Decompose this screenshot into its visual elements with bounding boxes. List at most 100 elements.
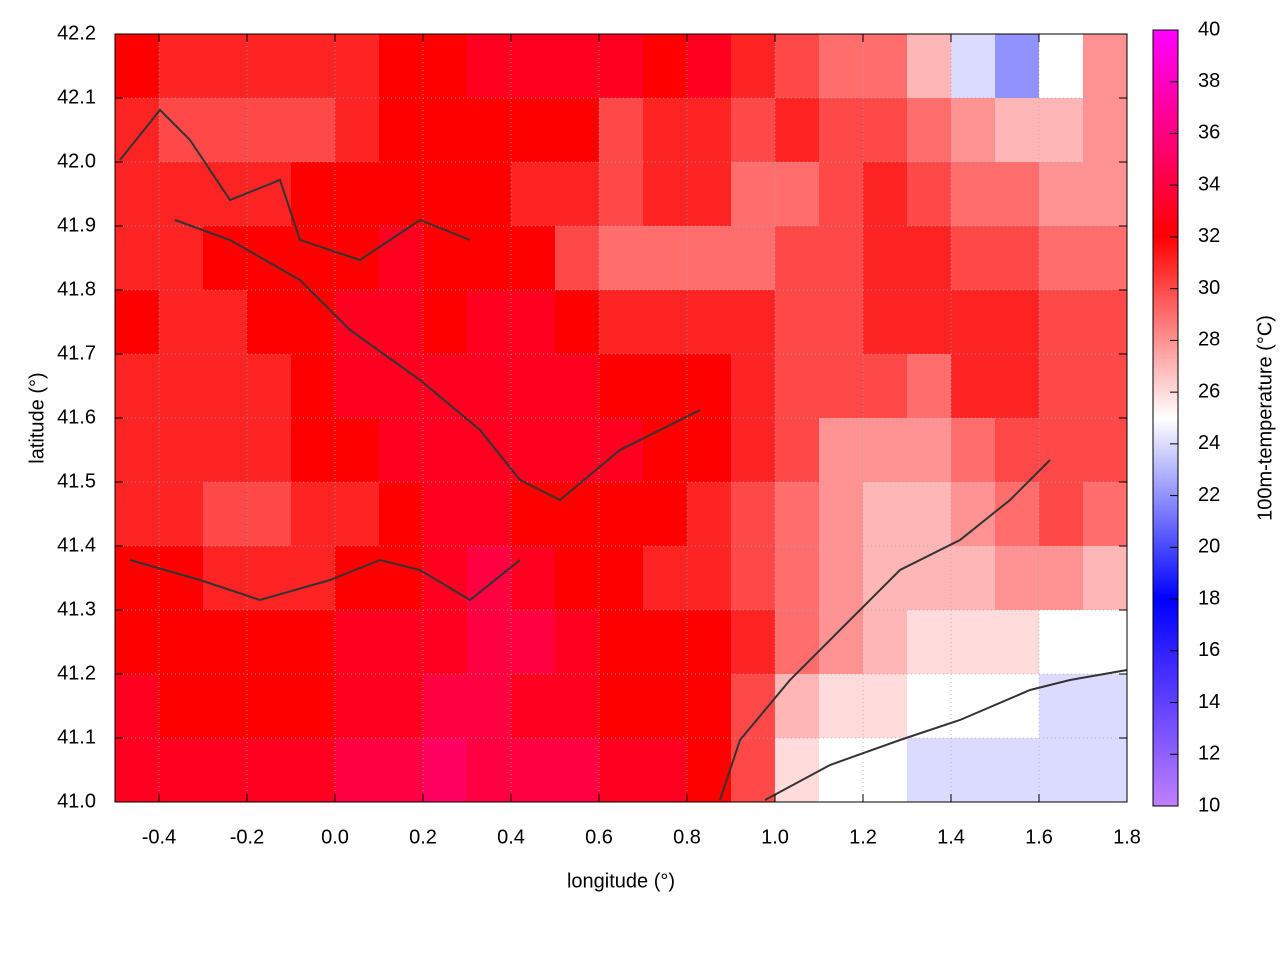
heat-cell [951,98,996,163]
heat-cell [335,418,380,483]
heat-cell [511,674,556,739]
x-tick-label: 0.4 [497,826,525,848]
heat-cell [1039,546,1084,611]
heat-cell [687,98,732,163]
heat-cell [907,162,952,227]
heat-cell [203,98,248,163]
heat-cell [907,482,952,547]
heat-cell [247,226,292,291]
heat-cell [863,482,908,547]
heat-cell [247,418,292,483]
heat-cell [335,738,380,803]
heat-cell [159,34,204,99]
heat-cell [599,738,644,803]
heat-cell [1039,226,1084,291]
heat-cell [511,34,556,99]
colorbar-tick-label: 28 [1198,329,1220,351]
heat-cell [687,738,732,803]
heat-cell [775,738,820,803]
heat-cell [819,226,864,291]
heat-cell [995,162,1040,227]
heat-cell [291,610,336,675]
x-tick-label: 1.2 [849,826,877,848]
heat-cell [995,354,1040,419]
heat-cell [423,98,468,163]
heat-cell [687,290,732,355]
colorbar-tick-label: 34 [1198,173,1220,195]
heat-cell [643,226,688,291]
heat-cell [863,162,908,227]
heat-cell [643,290,688,355]
heat-cell [1039,290,1084,355]
heat-cell [819,354,864,419]
heat-cell [511,354,556,419]
heat-cell [643,354,688,419]
heat-cell [291,738,336,803]
heat-cell [159,482,204,547]
heat-cell [1083,610,1128,675]
heat-cell [379,98,424,163]
heat-cell [819,162,864,227]
heat-cell [291,418,336,483]
heat-cell [115,226,160,291]
heat-cell [951,226,996,291]
heat-cell [467,226,512,291]
heat-cell [467,162,512,227]
heat-cell [599,546,644,611]
heat-cell [687,482,732,547]
heat-cell [643,34,688,99]
heat-cell [555,674,600,739]
heat-cell [203,546,248,611]
heat-cell [379,738,424,803]
colorbar-tick-label: 18 [1198,587,1220,609]
heat-cell [907,226,952,291]
heat-cell [951,674,996,739]
heat-cell [995,226,1040,291]
heat-cell [995,674,1040,739]
heat-cell [995,610,1040,675]
heat-cell [775,546,820,611]
heat-cell [291,290,336,355]
heat-cell [951,738,996,803]
heat-cell [379,546,424,611]
heat-cell [775,418,820,483]
heat-cell [907,674,952,739]
heat-cell [291,546,336,611]
colorbar-tick-label: 12 [1198,743,1220,765]
y-tick-label: 41.3 [57,598,96,620]
heat-cell [511,226,556,291]
heat-cell [819,98,864,163]
heat-cell [1039,738,1084,803]
heat-cell [335,34,380,99]
heat-cell [819,610,864,675]
heat-cell [247,546,292,611]
heat-cell [247,98,292,163]
y-tick-label: 42.1 [57,86,96,108]
heat-cell [687,34,732,99]
heat-cell [379,34,424,99]
y-tick-label: 42.0 [57,150,96,172]
heat-cell [467,610,512,675]
heat-cell [599,482,644,547]
heat-cell [1083,738,1128,803]
heat-cell [467,674,512,739]
colorbar-tick-label: 32 [1198,225,1220,247]
heat-cell [731,98,776,163]
heat-cell [203,738,248,803]
heat-cell [907,290,952,355]
y-tick-label: 41.4 [57,534,96,556]
heat-cell [247,610,292,675]
heat-cell [731,34,776,99]
colorbar-tick-label: 38 [1198,70,1220,92]
y-tick-label: 41.1 [57,726,96,748]
heat-cell [291,98,336,163]
heat-cell [1083,674,1128,739]
heat-cell [379,418,424,483]
heat-cell [115,546,160,611]
heat-cell [1083,546,1128,611]
heat-cell [511,418,556,483]
heat-cell [907,738,952,803]
heat-cell [555,354,600,419]
heat-cell [1083,162,1128,227]
